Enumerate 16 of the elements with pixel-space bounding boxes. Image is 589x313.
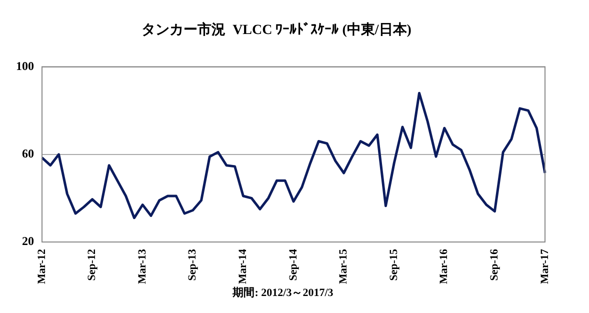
y-tick-label: 100 — [16, 58, 34, 73]
x-tick-label: Sep-12 — [86, 248, 98, 281]
x-tick-label: Mar-14 — [237, 248, 250, 284]
x-tick-label: Sep-13 — [186, 248, 199, 281]
x-tick-label: Sep-16 — [488, 248, 501, 281]
x-tick-label: Mar-16 — [438, 248, 450, 284]
x-tick-label: Mar-13 — [136, 248, 148, 284]
y-tick-label: 20 — [22, 234, 34, 248]
text: 期間: 2012/3～2017/3 — [232, 286, 334, 299]
x-tick-label: Mar-15 — [338, 248, 350, 284]
x-tick-label: Mar-12 — [36, 248, 48, 284]
x-tick-label: Mar-17 — [538, 248, 551, 284]
x-tick-label: Sep-15 — [388, 248, 400, 281]
x-tick-label: Sep-14 — [287, 248, 300, 281]
chart-title: タンカー市況 VLCC ﾜｰﾙﾄﾞｽｹｰﾙ (中東/日本) — [142, 21, 412, 38]
y-tick-label: 60 — [22, 146, 34, 160]
